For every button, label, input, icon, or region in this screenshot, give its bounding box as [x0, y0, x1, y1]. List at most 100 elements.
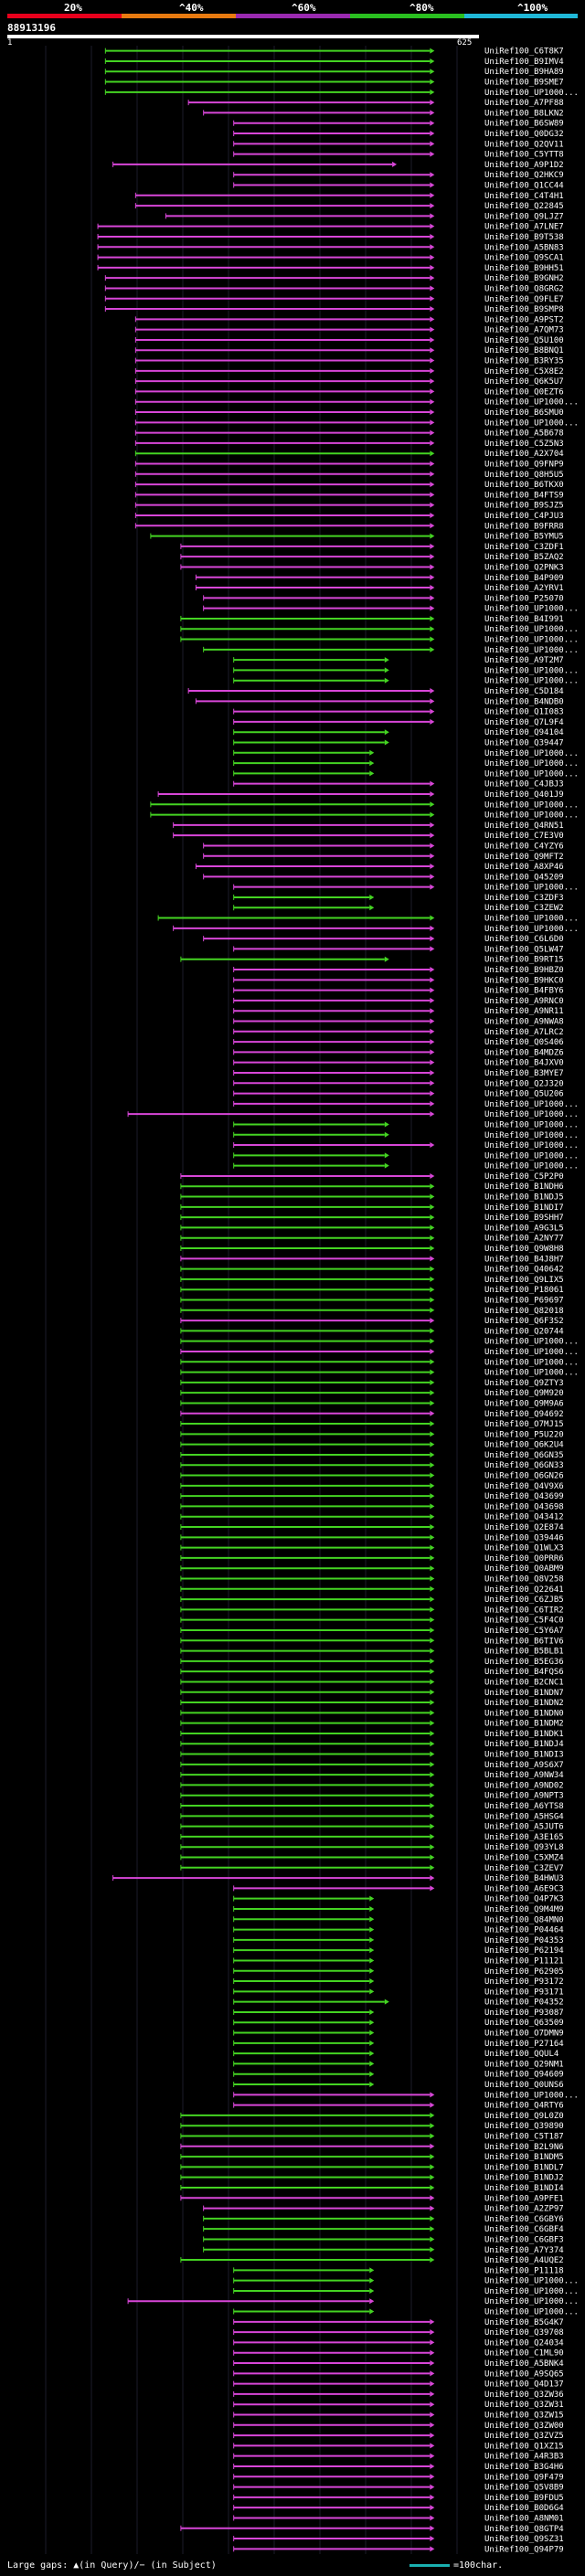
hit-label[interactable]: UniRef100_B3MYE7 [484, 1069, 564, 1078]
hit-label[interactable]: UniRef100_B0D6G4 [484, 2504, 564, 2513]
hit-label[interactable]: UniRef100_Q22845 [484, 202, 564, 211]
hit-label[interactable]: UniRef100_B5YMU5 [484, 533, 564, 542]
hit-label[interactable]: UniRef100_B1NDJ5 [484, 1193, 564, 1203]
hit-label[interactable]: UniRef100_A9ND02 [484, 1781, 564, 1790]
hit-label[interactable]: UniRef100_Q9L0Z0 [484, 2112, 564, 2121]
hit-label[interactable]: UniRef100_P04353 [484, 1936, 564, 1945]
hit-label[interactable]: UniRef100_Q6GN26 [484, 1472, 564, 1481]
hit-label[interactable]: UniRef100_Q4D137 [484, 2380, 564, 2390]
hit-label[interactable]: UniRef100_B1NDH6 [484, 1182, 564, 1192]
hit-label[interactable]: UniRef100_A8XP46 [484, 863, 564, 872]
hit-label[interactable]: UniRef100_Q401J9 [484, 790, 564, 800]
hit-label[interactable]: UniRef100_Q24034 [484, 2338, 564, 2348]
hit-label[interactable]: UniRef100_Q45209 [484, 873, 564, 882]
hit-label[interactable]: UniRef100_Q8V258 [484, 1575, 564, 1585]
hit-label[interactable]: UniRef100_A5BN83 [484, 243, 564, 252]
hit-label[interactable]: UniRef100_C7E3V0 [484, 832, 564, 841]
hit-label[interactable]: UniRef100_Q1XZ15 [484, 2442, 564, 2451]
hit-label[interactable]: UniRef100_A7LRC2 [484, 1028, 564, 1037]
hit-label[interactable]: UniRef100_Q0S406 [484, 1038, 564, 1047]
hit-label[interactable]: UniRef100_Q4RTY6 [484, 2102, 564, 2111]
hit-label[interactable]: UniRef100_UP1000... [484, 89, 579, 98]
hit-label[interactable]: UniRef100_UP1000... [484, 2308, 579, 2317]
hit-label[interactable]: UniRef100_B4I991 [484, 615, 564, 624]
hit-label[interactable]: UniRef100_UP1000... [484, 769, 579, 779]
hit-label[interactable]: UniRef100_A9NWA8 [484, 1018, 564, 1027]
hit-label[interactable]: UniRef100_C6T8K7 [484, 48, 564, 57]
hit-label[interactable]: UniRef100_P18061 [484, 1286, 564, 1295]
hit-label[interactable]: UniRef100_C3ZEW2 [484, 904, 564, 913]
hit-label[interactable]: UniRef100_O7DMN9 [484, 2030, 564, 2039]
hit-label[interactable]: UniRef100_Q94P79 [484, 2545, 564, 2554]
hit-label[interactable]: UniRef100_Q84MN0 [484, 1915, 564, 1924]
hit-label[interactable]: UniRef100_UP1000... [484, 2277, 579, 2286]
hit-label[interactable]: UniRef100_B4J8H7 [484, 1255, 564, 1264]
hit-label[interactable]: UniRef100_Q43412 [484, 1513, 564, 1522]
hit-label[interactable]: UniRef100_C5F4C0 [484, 1617, 564, 1626]
hit-label[interactable]: UniRef100_Q0PRR6 [484, 1554, 564, 1564]
hit-label[interactable]: UniRef100_Q9M920 [484, 1389, 564, 1398]
hit-label[interactable]: UniRef100_A6E9C3 [484, 1884, 564, 1893]
hit-label[interactable]: UniRef100_A7LNE7 [484, 223, 564, 232]
hit-label[interactable]: UniRef100_O7MJ15 [484, 1420, 564, 1429]
hit-label[interactable]: UniRef100_C5T187 [484, 2133, 564, 2142]
hit-label[interactable]: UniRef100_Q5U206 [484, 1090, 564, 1099]
hit-label[interactable]: UniRef100_UP1000... [484, 1110, 579, 1119]
hit-label[interactable]: UniRef100_A9NR11 [484, 1007, 564, 1016]
hit-label[interactable]: UniRef100_UP1000... [484, 1358, 579, 1367]
hit-label[interactable]: UniRef100_C5X8E2 [484, 367, 564, 376]
hit-label[interactable]: UniRef100_B5EG36 [484, 1658, 564, 1667]
hit-label[interactable]: UniRef100_B9FDU5 [484, 2494, 564, 2503]
hit-label[interactable]: UniRef100_B6SMU0 [484, 408, 564, 418]
hit-label[interactable]: UniRef100_A5B678 [484, 429, 564, 439]
hit-label[interactable]: UniRef100_A2NY77 [484, 1235, 564, 1244]
hit-label[interactable]: UniRef100_Q22641 [484, 1585, 564, 1595]
hit-label[interactable]: UniRef100_Q94609 [484, 2071, 564, 2080]
hit-label[interactable]: UniRef100_C5D184 [484, 687, 564, 696]
hit-label[interactable]: UniRef100_Q0EZT6 [484, 387, 564, 397]
hit-label[interactable]: UniRef100_Q39446 [484, 1533, 564, 1542]
hit-label[interactable]: UniRef100_Q3ZW36 [484, 2390, 564, 2400]
hit-label[interactable]: UniRef100_C4T4H1 [484, 192, 564, 201]
hit-label[interactable]: UniRef100_Q5LW47 [484, 945, 564, 954]
hit-label[interactable]: UniRef100_Q9FNP9 [484, 461, 564, 470]
hit-label[interactable]: UniRef100_UP1000... [484, 636, 579, 645]
hit-label[interactable]: UniRef100_B1NDM2 [484, 1720, 564, 1729]
hit-label[interactable]: UniRef100_A7QM73 [484, 326, 564, 335]
hit-label[interactable]: UniRef100_Q43698 [484, 1502, 564, 1511]
hit-label[interactable]: UniRef100_A4R3B3 [484, 2453, 564, 2462]
hit-label[interactable]: UniRef100_UP1000... [484, 625, 579, 634]
hit-label[interactable]: UniRef100_A3E165 [484, 1833, 564, 1842]
hit-label[interactable]: UniRef100_UP1000... [484, 800, 579, 810]
hit-label[interactable]: UniRef100_QQUL4 [484, 2050, 558, 2059]
hit-label[interactable]: UniRef100_B3RY35 [484, 357, 564, 366]
hit-label[interactable]: UniRef100_Q1CC44 [484, 182, 564, 191]
hit-label[interactable]: UniRef100_UP1000... [484, 677, 579, 686]
hit-label[interactable]: UniRef100_A9G3L5 [484, 1224, 564, 1233]
hit-label[interactable]: UniRef100_Q9ZTY3 [484, 1379, 564, 1388]
hit-label[interactable]: UniRef100_C6GBY6 [484, 2215, 564, 2224]
hit-label[interactable]: UniRef100_UP1000... [484, 884, 579, 893]
hit-label[interactable]: UniRef100_B1NDK1 [484, 1730, 564, 1739]
hit-label[interactable]: UniRef100_Q3ZW00 [484, 2422, 564, 2431]
hit-label[interactable]: UniRef100_Q94692 [484, 1410, 564, 1419]
hit-label[interactable]: UniRef100_Q2HKC9 [484, 171, 564, 180]
hit-label[interactable]: UniRef100_Q6GN35 [484, 1451, 564, 1460]
hit-label[interactable]: UniRef100_B4FBY6 [484, 987, 564, 996]
hit-label[interactable]: UniRef100_B1NDM5 [484, 2153, 564, 2162]
hit-label[interactable]: UniRef100_A9T2M7 [484, 656, 564, 665]
hit-label[interactable]: UniRef100_Q4P7K3 [484, 1895, 564, 1904]
hit-label[interactable]: UniRef100_Q9SZ31 [484, 2535, 564, 2544]
hit-label[interactable]: UniRef100_Q9M9A6 [484, 1399, 564, 1408]
hit-label[interactable]: UniRef100_B1NDI4 [484, 2184, 564, 2193]
hit-label[interactable]: UniRef100_Q2E874 [484, 1523, 564, 1532]
hit-label[interactable]: UniRef100_A5HSG4 [484, 1812, 564, 1821]
hit-label[interactable]: UniRef100_B4P909 [484, 574, 564, 583]
hit-label[interactable]: UniRef100_Q0ABM9 [484, 1564, 564, 1574]
hit-label[interactable]: UniRef100_Q0DG32 [484, 130, 564, 139]
hit-label[interactable]: UniRef100_A4UQE2 [484, 2256, 564, 2265]
hit-label[interactable]: UniRef100_UP1000... [484, 666, 579, 675]
hit-label[interactable]: UniRef100_Q82018 [484, 1307, 564, 1316]
hit-label[interactable]: UniRef100_Q5V8B9 [484, 2484, 564, 2493]
hit-label[interactable]: UniRef100_UP1000... [484, 2287, 579, 2296]
